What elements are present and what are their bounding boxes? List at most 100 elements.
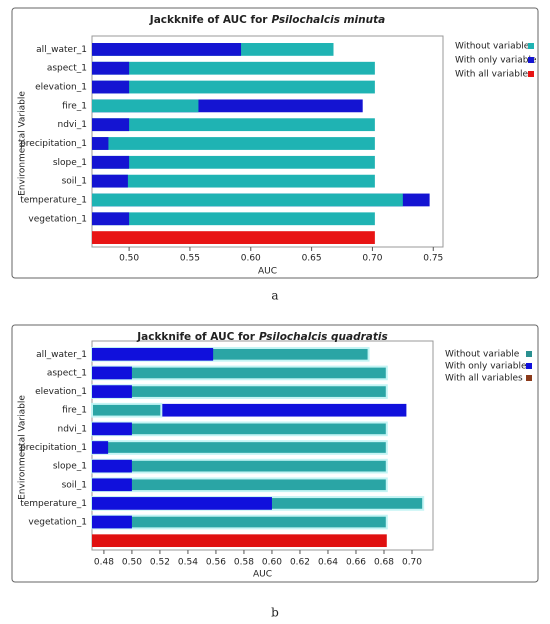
y-tick-label: vegetation_1 xyxy=(28,518,87,528)
legend-marker xyxy=(526,375,532,381)
bar xyxy=(92,366,132,380)
bar xyxy=(91,384,388,399)
bar xyxy=(92,137,375,150)
y-tick-label: ndvi_1 xyxy=(58,120,87,130)
y-tick-label: soil_1 xyxy=(62,480,87,490)
x-tick-label: 0.66 xyxy=(346,558,366,568)
legend-marker xyxy=(528,43,534,49)
panel-label: b xyxy=(271,606,279,620)
legend-marker xyxy=(526,351,532,357)
bar xyxy=(92,385,132,398)
x-tick-label: 0.50 xyxy=(122,558,142,568)
y-axis-label: Environmental Variable xyxy=(18,91,28,196)
bar xyxy=(91,514,388,530)
x-axis-label: AUC xyxy=(258,267,277,277)
x-tick-label: 0.70 xyxy=(402,558,422,568)
y-tick-label: aspect_1 xyxy=(47,64,87,74)
legend-label: With all variables xyxy=(455,70,533,80)
x-tick-label: 0.75 xyxy=(423,254,443,264)
bar xyxy=(92,43,242,56)
chart-title: Jackknife of AUC for Psilochalcis quadrat… xyxy=(136,331,388,343)
chart-title: Jackknife of AUC for Psilochalcis minuta xyxy=(149,14,385,26)
y-tick-label: slope_1 xyxy=(53,158,87,168)
bar xyxy=(92,193,403,207)
title-species: Psilochalcis minuta xyxy=(272,14,386,26)
legend-marker xyxy=(526,363,532,369)
x-tick-label: 0.64 xyxy=(318,558,338,568)
bar xyxy=(92,80,375,94)
y-tick-label: fire_1 xyxy=(62,406,87,416)
y-tick-label: vegetation_1 xyxy=(28,214,87,224)
bar xyxy=(91,458,388,474)
bar xyxy=(92,441,109,454)
legend-label: With all variables xyxy=(445,374,523,384)
x-tick-label: 0.60 xyxy=(262,558,282,568)
bar xyxy=(92,155,375,169)
bar xyxy=(92,497,272,510)
bar xyxy=(92,347,214,361)
x-tick-label: 0.60 xyxy=(241,254,261,264)
y-tick-label: elevation_1 xyxy=(35,387,87,397)
y-tick-label: all_water_1 xyxy=(36,350,87,360)
x-tick-label: 0.55 xyxy=(180,254,200,264)
x-axis-label: AUC xyxy=(253,570,272,580)
y-tick-label: temperature_1 xyxy=(20,195,87,205)
bar xyxy=(92,99,199,113)
legend-marker xyxy=(528,71,534,77)
legend-label: Without variable xyxy=(455,42,530,52)
x-tick-label: 0.54 xyxy=(178,558,198,568)
panel-label: a xyxy=(271,289,278,303)
bar xyxy=(92,137,109,150)
bar xyxy=(91,402,163,418)
title-text: Jackknife of AUC for xyxy=(136,331,256,343)
legend-label: With only variable xyxy=(445,362,527,372)
legend-label: Without variable xyxy=(445,350,520,360)
title-text: Jackknife of AUC for xyxy=(149,14,269,26)
y-tick-label: soil_1 xyxy=(62,177,87,187)
y-tick-label: all_water_1 xyxy=(36,45,87,55)
y-axis-label: Environmental Variable xyxy=(18,395,28,500)
bar xyxy=(91,365,388,381)
legend-label: With only variable xyxy=(455,56,537,66)
title-species: Psilochalcis quadratis xyxy=(259,331,388,343)
x-tick-label: 0.52 xyxy=(150,558,170,568)
x-tick-label: 0.65 xyxy=(302,254,322,264)
bar xyxy=(92,118,375,132)
bar xyxy=(92,534,387,548)
bar xyxy=(92,422,132,436)
bar xyxy=(92,403,407,417)
y-tick-label: aspect_1 xyxy=(47,368,87,378)
bar xyxy=(91,477,388,493)
x-tick-label: 0.70 xyxy=(362,254,382,264)
bar xyxy=(92,515,132,529)
x-tick-label: 0.62 xyxy=(290,558,310,568)
bar xyxy=(92,61,130,75)
x-tick-label: 0.50 xyxy=(119,254,139,264)
bar xyxy=(92,231,375,244)
bar xyxy=(92,459,132,473)
bar xyxy=(92,155,130,169)
y-tick-label: precipitation_1 xyxy=(20,139,87,149)
y-tick-label: slope_1 xyxy=(53,462,87,472)
y-tick-label: precipitation_1 xyxy=(20,443,87,453)
x-tick-label: 0.56 xyxy=(206,558,226,568)
bar xyxy=(92,118,130,132)
y-tick-label: fire_1 xyxy=(62,101,87,111)
bar xyxy=(92,80,130,94)
y-tick-label: temperature_1 xyxy=(20,499,87,509)
bar xyxy=(92,61,375,75)
y-tick-label: elevation_1 xyxy=(35,83,87,93)
x-tick-label: 0.58 xyxy=(234,558,254,568)
bar xyxy=(92,478,132,492)
bar xyxy=(92,212,130,226)
x-tick-label: 0.68 xyxy=(374,558,394,568)
bar xyxy=(92,174,128,188)
legend-marker xyxy=(528,57,534,63)
x-tick-label: 0.48 xyxy=(94,558,114,568)
y-tick-label: ndvi_1 xyxy=(58,424,87,434)
bar xyxy=(92,212,375,226)
bar xyxy=(91,440,388,455)
bar xyxy=(91,421,388,437)
bar xyxy=(92,174,375,188)
